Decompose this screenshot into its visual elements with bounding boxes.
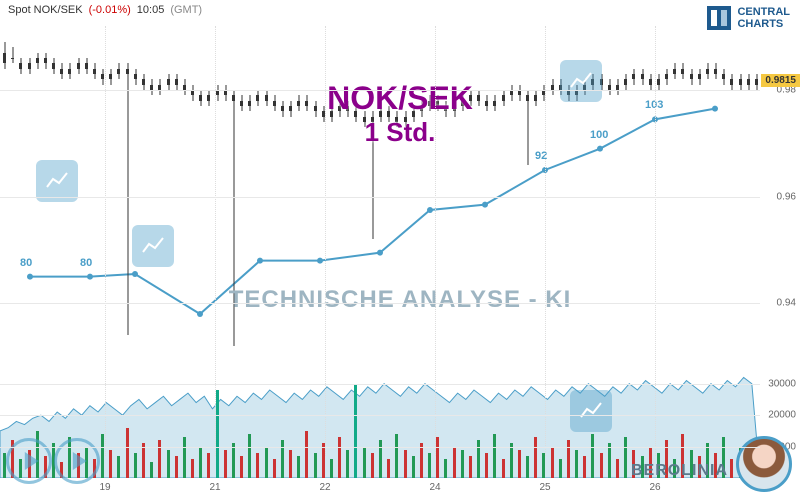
timezone: (GMT) [170, 4, 202, 16]
chart-watermark-icon [132, 225, 174, 267]
play-watermark-icon [6, 438, 54, 486]
date-axis: 192122242526 [0, 482, 760, 496]
instrument-label: Spot NOK/SEK [8, 4, 83, 16]
chart-watermark-icon [570, 390, 612, 432]
brand-label: BEROLINIA [631, 462, 728, 480]
indicator-value-label: 80 [20, 257, 32, 269]
chart-header: Spot NOK/SEK (-0.01%) 10:05 (GMT) [0, 0, 800, 20]
chart-watermark-icon [560, 60, 602, 102]
timestamp: 10:05 [137, 4, 165, 16]
play-watermark-icon [54, 438, 102, 486]
date-tick-label: 22 [319, 482, 330, 493]
volume-tick-label: 30000 [768, 378, 796, 389]
price-tick-label: 0.94 [777, 298, 796, 309]
price-change: (-0.01%) [89, 4, 131, 16]
date-tick-label: 25 [539, 482, 550, 493]
current-price-badge: 0.9815 [761, 74, 800, 87]
date-tick-label: 21 [209, 482, 220, 493]
price-axis: 0.940.960.98 0.9815 [760, 26, 800, 346]
date-tick-label: 26 [649, 482, 660, 493]
price-chart[interactable]: 808092100103 [0, 26, 760, 346]
indicator-value-label: 80 [80, 257, 92, 269]
price-tick-label: 0.96 [777, 191, 796, 202]
volume-tick-label: 20000 [768, 410, 796, 421]
indicator-value-label: 100 [590, 129, 608, 141]
date-tick-label: 24 [429, 482, 440, 493]
avatar-icon [736, 436, 792, 492]
